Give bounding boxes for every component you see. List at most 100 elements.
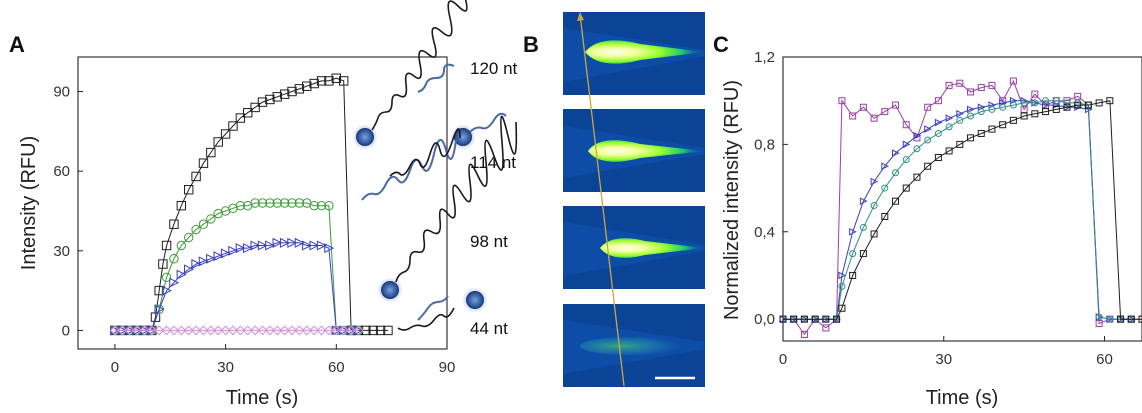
panel-a-data-point bbox=[161, 240, 172, 251]
panel-a-data-point bbox=[243, 108, 253, 118]
panel-c-data-point bbox=[967, 134, 975, 142]
panel-c-data-point bbox=[967, 105, 975, 114]
panel-a-data-point bbox=[235, 113, 246, 123]
panel-a-data-point bbox=[353, 325, 364, 336]
panel-c-data-point bbox=[934, 153, 942, 161]
panel-c-data-point bbox=[1031, 90, 1039, 98]
panel-a-data-point bbox=[250, 102, 260, 113]
panel-c-data-point bbox=[902, 140, 911, 149]
panel-c-series-3 bbox=[779, 97, 1142, 323]
panel-c-data-point bbox=[859, 223, 867, 231]
panel-a-data-point bbox=[198, 219, 209, 229]
panel-c-data-point bbox=[892, 169, 900, 177]
panel-c-data-point bbox=[945, 81, 953, 89]
strand-black-44 bbox=[397, 307, 455, 331]
panel-c-data-point bbox=[934, 118, 943, 127]
bead-98 bbox=[381, 281, 399, 299]
panel-a-data-point bbox=[213, 251, 224, 262]
panel-c-data-point bbox=[988, 125, 996, 133]
panel-c-data-point bbox=[1117, 315, 1125, 323]
bead-120 bbox=[356, 128, 374, 146]
panel-c-x-tick-label: 0 bbox=[779, 351, 787, 368]
panel-c-series-1 bbox=[779, 96, 1136, 323]
panel-a-data-point bbox=[324, 243, 335, 254]
panel-a-data-point bbox=[176, 325, 187, 336]
panel-c-chart: 0 30 60 0,0 0,4 0,8 1,2 Time (s) Normalized in… bbox=[721, 49, 1142, 409]
panel-c-data-point bbox=[913, 145, 921, 153]
panel-a-series-line-1 bbox=[114, 202, 359, 331]
panel-a-data-point bbox=[176, 240, 187, 251]
panel-c-data-point bbox=[838, 282, 846, 290]
panel-a-series-2 bbox=[110, 237, 364, 336]
panel-a-data-point bbox=[161, 272, 172, 283]
panel-c-data-point bbox=[999, 121, 1007, 129]
strand-label-98: 98 nt bbox=[470, 232, 508, 251]
strand-blue-120 bbox=[417, 63, 455, 93]
panel-a-data-point bbox=[191, 325, 201, 336]
panel-a-data-point bbox=[206, 214, 216, 224]
panel-a-chart: 0 30 60 90 0 30 60 90 Time (s) Intensity (RFU) bbox=[18, 56, 455, 409]
panel-a-data-point bbox=[302, 240, 313, 251]
panel-c-data-point bbox=[859, 197, 868, 205]
panel-a-data-point bbox=[154, 304, 165, 315]
panel-a-y-axis-title: Intensity (RFU) bbox=[18, 136, 40, 270]
panel-a-data-point bbox=[228, 245, 239, 256]
panel-a-data-point bbox=[301, 325, 312, 336]
panel-c-data-point bbox=[1095, 99, 1103, 107]
panel-a-data-point bbox=[169, 325, 179, 336]
panel-a-data-point bbox=[146, 325, 157, 336]
panel-c-data-point bbox=[870, 177, 879, 186]
panel-a-x-axis-title: Time (s) bbox=[226, 387, 299, 409]
panel-a-data-point bbox=[309, 200, 319, 211]
panel-a-data-point bbox=[287, 325, 297, 336]
panel-a-y-tick-label: 60 bbox=[53, 163, 70, 180]
panel-a-data-point bbox=[228, 325, 238, 336]
panel-a-data-point bbox=[243, 243, 254, 254]
panel-a-data-point bbox=[279, 89, 290, 99]
panel-c-series bbox=[779, 77, 1142, 338]
panel-a-data-point bbox=[235, 200, 246, 211]
panel-c-series-line-2 bbox=[783, 100, 1132, 320]
panel-a-data-point bbox=[265, 240, 276, 251]
panel-c-y-tick-label: 0,0 bbox=[754, 311, 775, 328]
panel-c-data-point bbox=[892, 149, 900, 157]
panel-c-data-point bbox=[1042, 97, 1050, 105]
panel-a-data-point bbox=[220, 325, 231, 336]
panel-a-data-point bbox=[272, 325, 283, 336]
panel-b-microscopy bbox=[563, 12, 705, 387]
panel-c-data-point bbox=[1020, 99, 1028, 107]
panel-c-data-point bbox=[902, 184, 910, 192]
panel-label-b: B bbox=[523, 32, 539, 57]
panel-a-data-point bbox=[294, 237, 305, 248]
panel-a-data-point bbox=[198, 158, 209, 168]
strand-label-114: 114 nt bbox=[470, 153, 516, 172]
panel-a-data-point bbox=[287, 86, 297, 97]
micrograph-2 bbox=[563, 109, 705, 192]
panel-c-x-axis-title: Time (s) bbox=[926, 387, 999, 409]
panel-a-data-point bbox=[183, 325, 194, 336]
panel-c-data-point bbox=[849, 271, 857, 279]
panel-a-x-tick-label: 60 bbox=[328, 359, 345, 376]
panel-a-data-point bbox=[154, 325, 165, 336]
panel-a-ticks: 0 30 60 90 0 30 60 90 bbox=[53, 84, 455, 376]
panel-a-data-point bbox=[375, 325, 386, 336]
panel-a-data-point bbox=[338, 325, 349, 336]
panel-a-data-point bbox=[316, 325, 327, 336]
panel-a-data-point bbox=[228, 121, 238, 131]
panel-a-y-tick-label: 30 bbox=[53, 243, 70, 260]
panel-a-data-point bbox=[383, 325, 393, 336]
panel-c-data-point bbox=[956, 140, 964, 148]
panel-c-data-point bbox=[977, 129, 985, 137]
panel-a-series bbox=[109, 73, 393, 336]
strand-blue-114 bbox=[361, 139, 457, 201]
panel-c-data-point bbox=[977, 108, 985, 116]
panel-a-data-point bbox=[294, 325, 305, 336]
panel-c-data-point bbox=[977, 84, 985, 92]
panel-c-data-point bbox=[811, 315, 819, 323]
panel-c-y-tick-label: 0,4 bbox=[754, 224, 775, 241]
panel-a-data-point bbox=[294, 198, 305, 208]
panel-c-data-point bbox=[1009, 116, 1017, 124]
panel-a-data-point bbox=[294, 84, 305, 94]
panel-a-data-point bbox=[184, 185, 194, 195]
